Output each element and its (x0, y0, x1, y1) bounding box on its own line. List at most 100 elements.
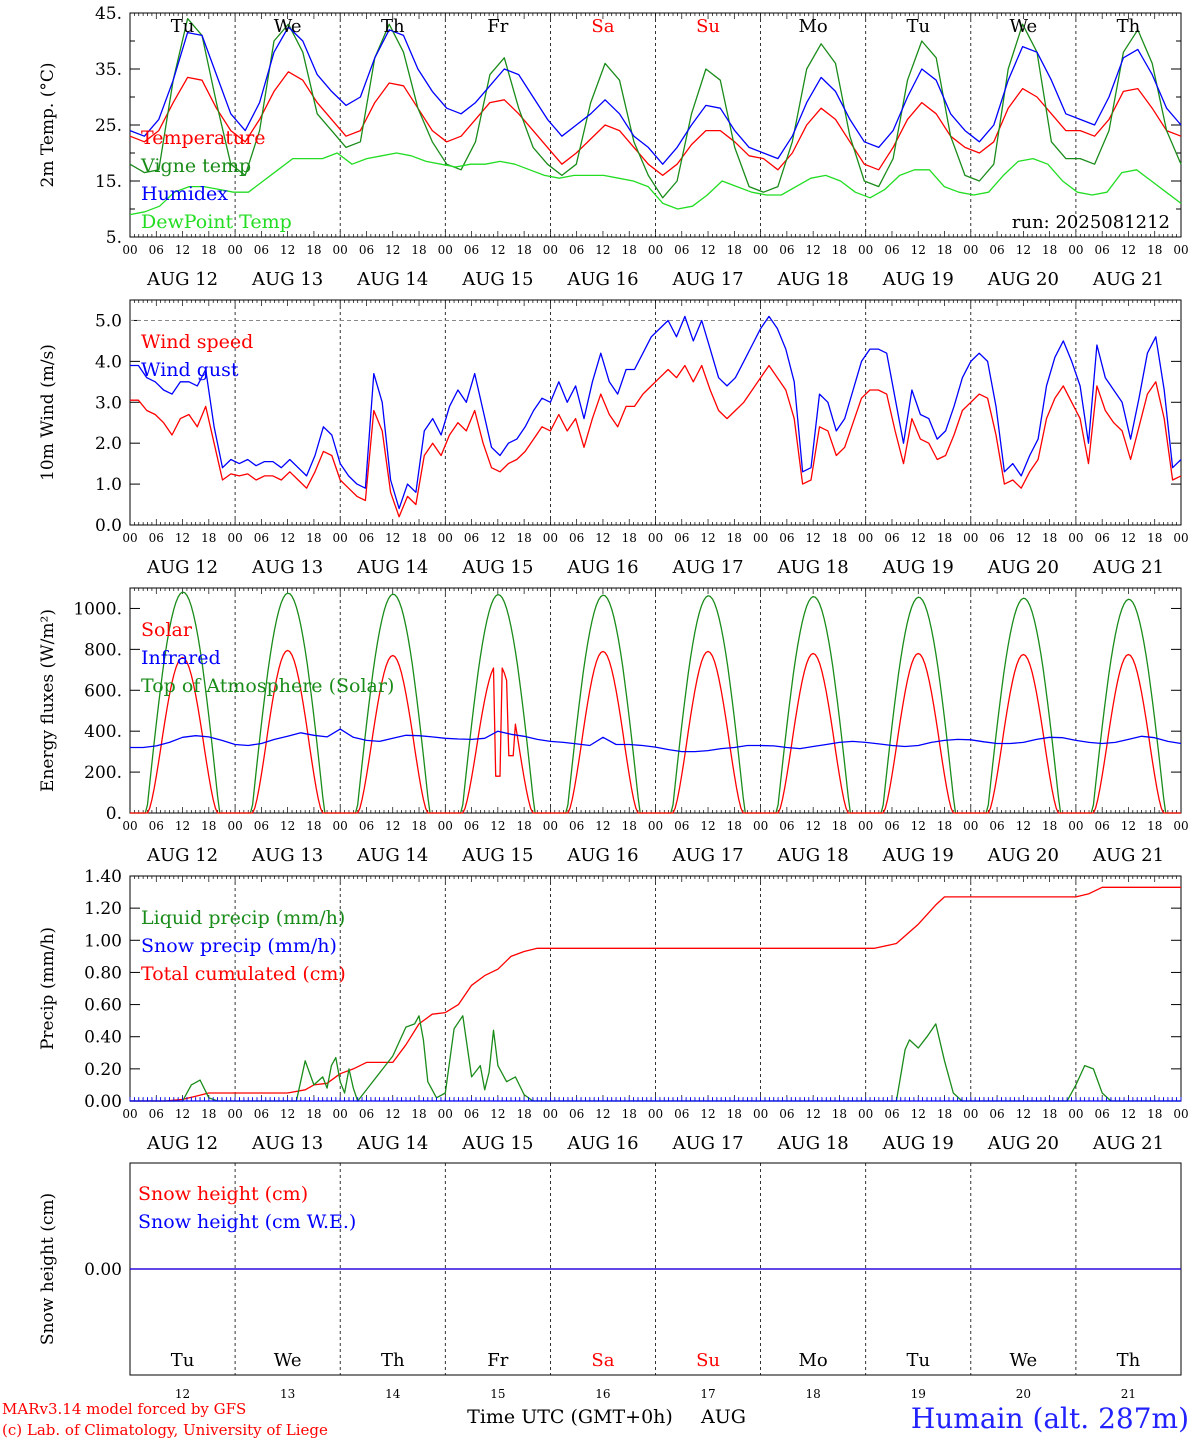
footer-date: 19 (911, 1387, 926, 1401)
hour-label: 18 (622, 819, 637, 833)
legend-entry: Wind gust (141, 359, 239, 381)
hour-label: 06 (989, 243, 1004, 257)
hour-label: 12 (490, 819, 505, 833)
series-humidex (129, 26, 1182, 165)
hour-label: 06 (149, 243, 164, 257)
hour-label: 18 (727, 819, 742, 833)
hour-label: 18 (201, 819, 216, 833)
hour-label: 06 (1095, 243, 1110, 257)
footer-date: 13 (280, 1387, 295, 1401)
footer-date: 15 (490, 1387, 505, 1401)
hour-label: 00 (333, 243, 348, 257)
hour-label: 06 (569, 243, 584, 257)
date-label: AUG 18 (777, 845, 849, 866)
hour-label: 18 (306, 819, 321, 833)
hour-label: 06 (464, 819, 479, 833)
day-of-week-label: Mo (799, 16, 828, 37)
legend-entry: Vigne temp (140, 155, 251, 177)
hour-label: 06 (779, 531, 794, 545)
hour-label: 12 (911, 243, 926, 257)
y-tick-label: 35. (95, 60, 122, 80)
hour-label: 00 (543, 531, 558, 545)
hour-label: 06 (989, 1107, 1004, 1121)
legend-entry: Temperature (141, 127, 265, 149)
hour-label: 18 (622, 243, 637, 257)
legend-entry: Snow height (cm W.E.) (138, 1211, 356, 1233)
hour-label: 00 (963, 531, 978, 545)
date-label: AUG 16 (566, 269, 638, 290)
hour-label: 18 (201, 243, 216, 257)
hour-label: 12 (280, 1107, 295, 1121)
y-tick-label: 25. (95, 116, 122, 136)
y-tick-label: 4.0 (95, 352, 122, 372)
date-label: AUG 16 (566, 845, 638, 866)
day-of-week-label: We (1010, 1350, 1038, 1371)
model-credit: MARv3.14 model forced by GFS (2, 1400, 246, 1418)
legend-entry: Humidex (141, 183, 228, 205)
date-label: AUG 15 (461, 1133, 533, 1154)
hour-label: 00 (858, 243, 873, 257)
legend-entry: Solar (141, 619, 193, 641)
hour-label: 00 (858, 531, 873, 545)
date-label: AUG 21 (1092, 845, 1164, 866)
date-label: AUG 20 (987, 557, 1059, 578)
hour-label: 18 (937, 531, 952, 545)
day-of-week-label: Th (1117, 1350, 1141, 1371)
hour-label: 12 (806, 531, 821, 545)
hour-label: 18 (937, 819, 952, 833)
hour-label: 00 (122, 531, 137, 545)
hour-label: 18 (727, 531, 742, 545)
hour-label: 00 (858, 819, 873, 833)
date-label: AUG 21 (1092, 269, 1164, 290)
day-of-week-label: Tu (171, 1350, 195, 1371)
hour-label: 18 (1147, 819, 1162, 833)
hour-label: 12 (175, 1107, 190, 1121)
y-tick-label: 45. (95, 4, 122, 24)
hour-label: 06 (359, 243, 374, 257)
hour-label: 06 (779, 819, 794, 833)
series-wind-speed (130, 364, 1182, 518)
y-tick-label: 15. (95, 172, 122, 192)
lab-credit: (c) Lab. of Climatology, University of L… (2, 1421, 328, 1439)
hour-label: 12 (700, 1107, 715, 1121)
hour-label: 12 (175, 243, 190, 257)
hour-label: 00 (648, 243, 663, 257)
series-vigne-temp (129, 17, 1182, 199)
date-label: AUG 20 (987, 845, 1059, 866)
hour-label: 12 (806, 819, 821, 833)
y-tick-label: 1.40 (84, 867, 122, 887)
hour-label: 12 (1121, 531, 1136, 545)
day-of-week-label: Th (381, 16, 405, 37)
date-label: AUG 17 (671, 269, 743, 290)
hour-label: 06 (1095, 1107, 1110, 1121)
legend-entry: Snow precip (mm/h) (141, 935, 337, 957)
hour-label: 12 (175, 531, 190, 545)
hour-label: 00 (227, 243, 242, 257)
hour-label: 12 (490, 243, 505, 257)
hour-label: 06 (674, 531, 689, 545)
day-of-week-label: Th (1117, 16, 1141, 37)
date-label: AUG 20 (987, 1133, 1059, 1154)
hour-label: 18 (411, 1107, 426, 1121)
y-tick-label: 1000. (73, 599, 122, 619)
day-of-week-label: Fr (487, 16, 508, 37)
y-tick-label: 0.00 (84, 1260, 122, 1280)
hour-label: 18 (201, 531, 216, 545)
hour-label: 06 (464, 243, 479, 257)
hour-label: 00 (227, 1107, 242, 1121)
hour-label: 12 (1121, 243, 1136, 257)
series-dewpoint-temp (129, 152, 1182, 216)
hour-label: 12 (700, 531, 715, 545)
hour-label: 18 (201, 1107, 216, 1121)
hour-label: 00 (648, 819, 663, 833)
day-of-week-label: We (274, 16, 302, 37)
hour-label: 18 (1042, 819, 1057, 833)
hour-label: 18 (516, 243, 531, 257)
legend-entry: DewPoint Temp (141, 211, 292, 233)
hour-label: 12 (1121, 1107, 1136, 1121)
day-of-week-label: Tu (906, 16, 930, 37)
y-tick-label: 2.0 (95, 434, 122, 454)
hour-label: 12 (700, 243, 715, 257)
date-label: AUG 17 (671, 557, 743, 578)
hour-label: 00 (1173, 1107, 1188, 1121)
